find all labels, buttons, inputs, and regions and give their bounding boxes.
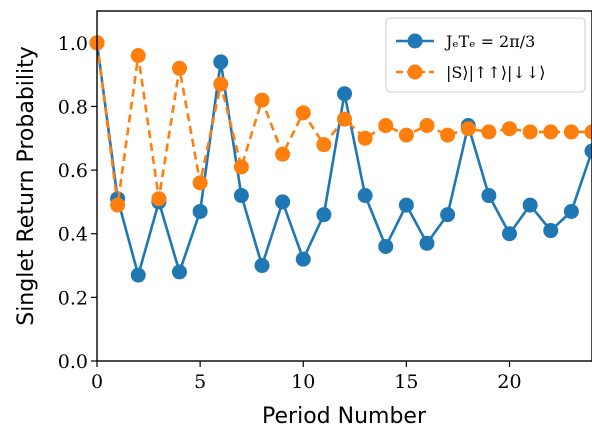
legend-label-series-1: JₑTₑ = 2π/3 [444, 32, 535, 51]
series-2-point [316, 137, 332, 153]
series-2-point [502, 121, 517, 137]
legend-marker-series-2 [407, 64, 423, 80]
series-2-point [254, 92, 270, 108]
legend: JₑTₑ = 2π/3 |S⟩|↑↑⟩|↓↓⟩ [385, 17, 586, 93]
x-axis-title: Period Number [262, 404, 427, 429]
series-2-point [192, 175, 208, 191]
series-2-point [460, 121, 476, 137]
series-2-point [213, 76, 229, 92]
series-1-point [233, 188, 249, 204]
series-2-point [172, 60, 187, 76]
series-2-point [584, 124, 592, 140]
series-1-point [316, 207, 332, 223]
y-tick-label: 1.0 [58, 33, 88, 55]
series-1-point [254, 258, 270, 274]
series-2-point [440, 127, 456, 143]
series-2-point [275, 146, 291, 162]
series-2-point [481, 124, 497, 140]
series-2-point [563, 124, 579, 140]
series-2-point [378, 118, 394, 134]
series-2-point [543, 124, 559, 140]
series-2-point [398, 127, 414, 143]
series-1-point [419, 235, 435, 251]
series-2 [89, 35, 592, 213]
series-1 [89, 35, 592, 283]
series-1-point [378, 238, 394, 254]
series-2-point [110, 197, 126, 213]
series-1-point [563, 203, 579, 219]
x-tick-label: 20 [497, 371, 521, 393]
series-1-point [584, 143, 592, 159]
x-tick-label: 15 [394, 371, 418, 393]
x-tick-label: 10 [291, 371, 315, 393]
series-1-point [295, 251, 311, 267]
series-1-point [192, 203, 208, 219]
series-2-point [337, 111, 352, 127]
legend-label-series-2: |S⟩|↑↑⟩|↓↓⟩ [446, 63, 545, 82]
series-1-point [398, 197, 414, 213]
y-tick-label: 0.2 [58, 287, 88, 309]
ticks-layer: 0 5 10 15 20 0.0 0.2 0.4 0.6 0.8 1.0 [58, 33, 522, 393]
series-1-point [337, 86, 352, 102]
series-2-point [357, 130, 373, 146]
legend-marker-series-1 [407, 33, 423, 49]
series-2-point [151, 191, 167, 207]
y-tick-label: 0.0 [58, 351, 88, 373]
series-1-point [357, 188, 373, 204]
x-tick-label: 0 [91, 371, 103, 393]
y-tick-label: 0.8 [58, 96, 88, 118]
series-1-point [275, 194, 291, 210]
series-1-point [522, 197, 538, 213]
series-1-point [543, 223, 559, 239]
series-2-point [295, 105, 311, 121]
series-1-point [440, 207, 456, 223]
x-tick-label: 5 [194, 371, 206, 393]
y-axis-title: Singlet Return Probability [14, 46, 39, 326]
series-layer [89, 35, 592, 283]
y-tick-label: 0.4 [58, 224, 88, 246]
series-1-point [481, 188, 497, 204]
series-1-point [172, 264, 187, 280]
series-2-point [522, 124, 538, 140]
legend-box [385, 17, 586, 93]
series-1-point [130, 267, 146, 283]
series-2-point [419, 118, 435, 134]
series-1-point [213, 54, 229, 70]
plot-frame [96, 10, 592, 362]
series-2-point [233, 159, 249, 175]
y-tick-label: 0.6 [58, 160, 88, 182]
series-2-point [130, 48, 146, 64]
series-1-point [502, 226, 517, 242]
